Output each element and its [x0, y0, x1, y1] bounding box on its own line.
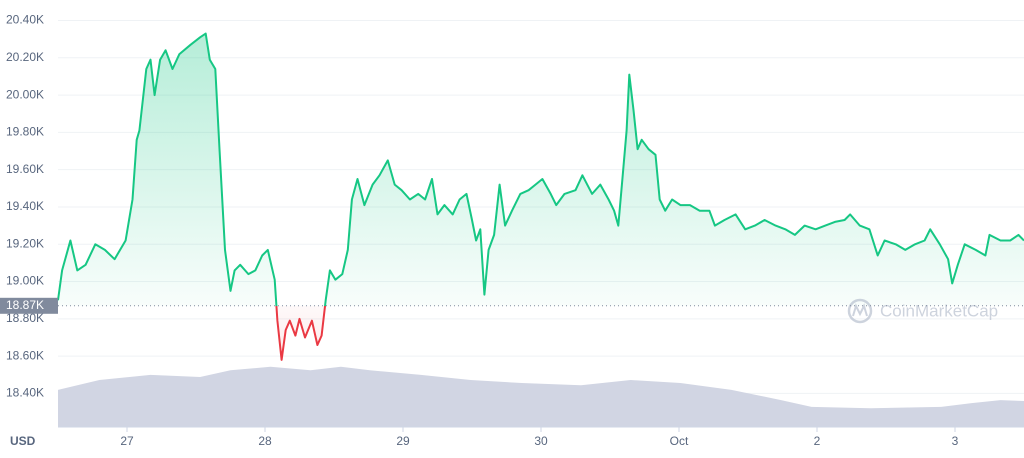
watermark-logo — [847, 298, 873, 324]
price-line — [57, 32, 1024, 361]
y-tick-label: 19.20K — [6, 236, 44, 250]
watermark-logo-mark — [852, 303, 868, 317]
reference-label-box — [0, 297, 58, 314]
x-tick-label: Oct — [670, 434, 689, 448]
x-tick-label: 28 — [258, 434, 272, 448]
y-tick-label: 19.00K — [6, 274, 44, 288]
axes: 18.40K 18.60K 18.80K 19.00K 19.20K 19.40K 19.6… — [0, 13, 1024, 448]
x-tick-label: 27 — [120, 434, 134, 448]
y-tick-label: 20.40K — [6, 13, 44, 27]
y-tick-label: 20.00K — [6, 87, 44, 101]
x-tick-label: 2 — [814, 434, 821, 448]
y-tick-label: 20.20K — [6, 50, 44, 64]
x-tick-label: 29 — [396, 434, 410, 448]
y-tick-label: 19.80K — [6, 125, 44, 139]
watermark: CoinMarketCap — [847, 298, 998, 324]
y-tick-label: 19.40K — [6, 199, 44, 213]
watermark-text: CoinMarketCap — [880, 301, 998, 320]
price-area — [58, 33, 1024, 360]
volume-layer — [58, 366, 1024, 427]
y-tick-label: 18.60K — [6, 348, 44, 362]
y-tick-label: 19.60K — [6, 162, 44, 176]
x-tick-label: 3 — [952, 434, 959, 448]
reference-label: 18.87K — [6, 298, 44, 312]
y-tick-label: 18.40K — [6, 386, 44, 400]
y-tick-label: 18.80K — [6, 311, 44, 325]
x-tick-label: 30 — [534, 434, 548, 448]
price-layer — [57, 32, 1024, 361]
volume-area — [58, 366, 1024, 427]
axis-unit-label: USD — [10, 434, 36, 448]
